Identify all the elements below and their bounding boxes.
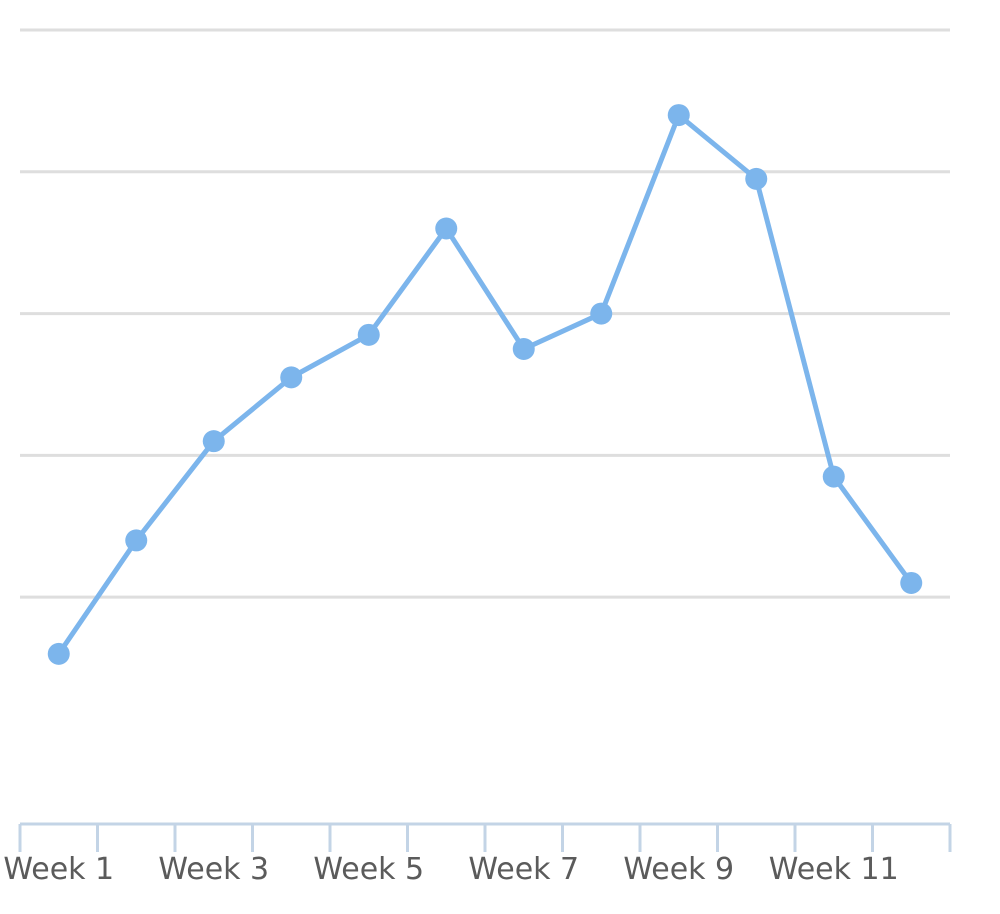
x-tick-label: Week 11	[769, 852, 899, 887]
x-tick-label: Week 3	[158, 852, 269, 887]
data-point-week-4	[280, 366, 303, 389]
data-point-week-7	[512, 338, 535, 361]
x-tick-label: Week 5	[313, 852, 424, 887]
data-point-week-9	[667, 104, 690, 127]
data-point-week-8	[590, 302, 613, 325]
series-layer	[47, 104, 923, 665]
series-line	[56, 112, 914, 657]
data-point-week-2	[125, 529, 148, 552]
data-point-week-5	[357, 323, 380, 346]
grid-lines	[20, 28, 950, 599]
data-point-week-12	[900, 571, 923, 594]
data-point-week-10	[745, 167, 768, 190]
data-point-week-11	[822, 465, 845, 488]
data-point-week-6	[435, 217, 458, 240]
data-point-week-1	[47, 642, 70, 665]
x-axis: Week 1 Week 3 Week 5 Week 7 Week 9 Week 11	[3, 822, 952, 887]
x-tick-label: Week 7	[468, 852, 579, 887]
data-point-week-3	[202, 430, 225, 453]
x-tick-label: Week 1	[3, 852, 114, 887]
x-tick-label: Week 9	[623, 852, 734, 887]
